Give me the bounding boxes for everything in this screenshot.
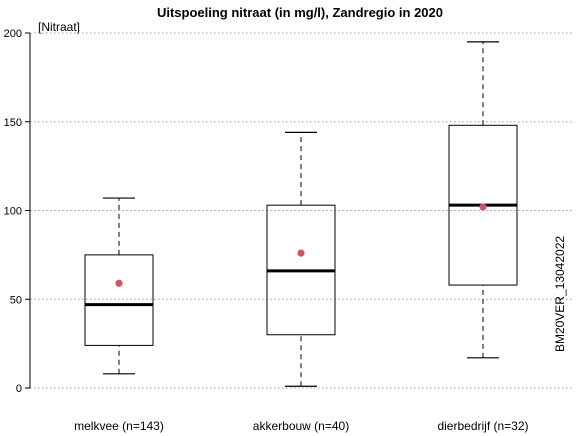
boxes: [84, 41, 518, 387]
box-group: [448, 41, 518, 359]
mean-marker: [297, 249, 305, 257]
iqr-box: [84, 254, 154, 346]
x-axis-label: akkerbouw (n=40): [253, 419, 349, 433]
y-tick-label: 200: [4, 28, 22, 40]
side-note: BM20VER_13042022: [553, 236, 567, 352]
y-axis-label: [Nitraat]: [38, 20, 80, 34]
y-axis-ticks: 0 50 100 150 200: [4, 28, 30, 395]
x-axis-labels: melkvee (n=143) akkerbouw (n=40) dierbedri…: [74, 419, 528, 433]
y-tick-label: 100: [4, 206, 22, 218]
y-tick-label: 0: [16, 383, 22, 395]
box-group: [84, 197, 154, 375]
mean-marker: [115, 279, 123, 287]
mean-marker: [479, 203, 487, 211]
chart-title: Uitspoeling nitraat (in mg/l), Zandregio…: [157, 5, 443, 20]
y-tick-label: 150: [4, 117, 22, 129]
x-axis-label: dierbedrijf (n=32): [437, 419, 528, 433]
x-axis-label: melkvee (n=143): [74, 419, 164, 433]
box-group: [266, 131, 336, 387]
y-tick-label: 50: [10, 294, 22, 306]
